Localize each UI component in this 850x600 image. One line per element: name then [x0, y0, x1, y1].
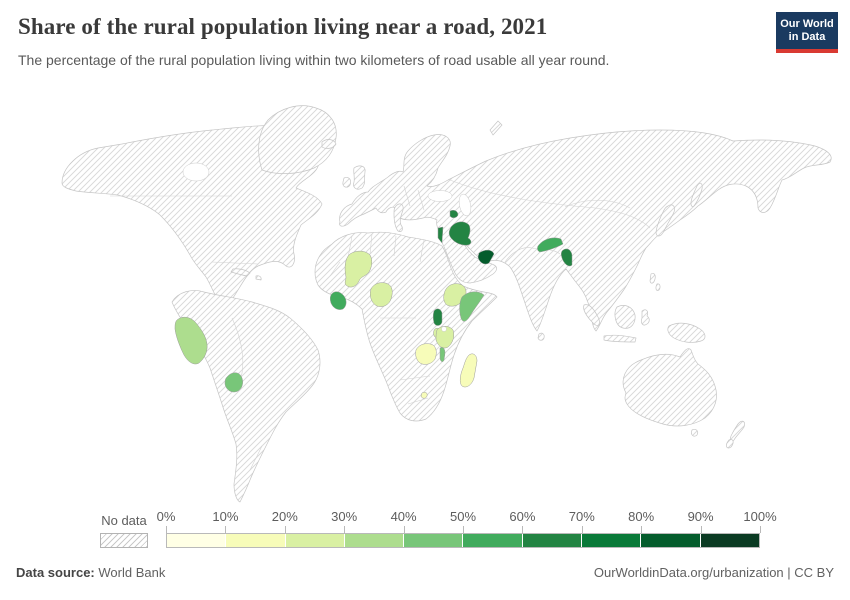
- country-nepal[interactable]: [537, 237, 564, 253]
- legend-tick-mark: [344, 526, 346, 533]
- legend-tick-label: 90%: [687, 509, 714, 524]
- legend-no-data[interactable]: No data: [100, 513, 148, 548]
- island-philippines-south: [655, 283, 661, 291]
- island-great-britain: [353, 165, 366, 190]
- island-hispaniola: [255, 275, 262, 281]
- island-greenland: [258, 105, 337, 174]
- country-paraguay[interactable]: [224, 372, 243, 393]
- country-armenia[interactable]: [449, 209, 459, 219]
- legend-tick-mark: [225, 526, 227, 533]
- legend-tick-label: 100%: [743, 509, 777, 524]
- legend-tick-label: 10%: [212, 509, 239, 524]
- no-data-swatch[interactable]: [100, 533, 148, 548]
- legend-bin[interactable]: [226, 534, 286, 547]
- legend-tick-label: 60%: [509, 509, 536, 524]
- caspian-sea: [458, 193, 472, 217]
- lake-victoria: [441, 326, 447, 332]
- owid-logo-line2: in Data: [788, 31, 826, 43]
- country-peru[interactable]: [174, 316, 208, 365]
- island-sulawesi: [641, 309, 650, 326]
- legend-tick-mark: [641, 526, 643, 533]
- legend-tick-label: 0%: [156, 509, 176, 524]
- country-somalia[interactable]: [459, 291, 485, 322]
- legend-tick-label: 80%: [628, 509, 655, 524]
- legend-bin[interactable]: [285, 534, 345, 547]
- country-sierra-leone-liberia[interactable]: [330, 291, 347, 310]
- legend-tick-mark: [760, 526, 761, 533]
- legend-tick-mark: [581, 526, 583, 533]
- legend-bin[interactable]: [522, 534, 583, 547]
- country-mali[interactable]: [344, 250, 373, 288]
- continent-australia: [622, 348, 717, 427]
- owid-logo-line1: Our World: [780, 18, 834, 30]
- island-new-guinea: [667, 322, 706, 343]
- country-zambia[interactable]: [415, 343, 437, 365]
- country-nigeria[interactable]: [370, 282, 393, 307]
- legend-bin[interactable]: [463, 534, 523, 547]
- country-malawi[interactable]: [439, 347, 446, 362]
- island-japan: [655, 204, 675, 237]
- legend-bin[interactable]: [700, 534, 759, 547]
- owid-logo[interactable]: Our World in Data: [776, 12, 838, 53]
- legend-bin[interactable]: [344, 534, 405, 547]
- data-source: Data source: World Bank: [16, 565, 165, 580]
- island-novaya-zemlya: [489, 120, 503, 136]
- country-israel-lebanon[interactable]: [437, 226, 444, 244]
- legend-tick-label: 40%: [390, 509, 417, 524]
- legend-tick-mark: [700, 526, 702, 533]
- legend-scale: 0% 10% 20% 30% 40% 50% 60% 70% 80% 90% 100%: [157, 508, 777, 548]
- black-sea: [427, 190, 453, 202]
- legend-bin[interactable]: [167, 534, 227, 547]
- legend-bin[interactable]: [582, 534, 642, 547]
- country-borders: [110, 179, 651, 471]
- continent-south-america: [171, 290, 321, 503]
- legend-tick-mark: [522, 526, 524, 533]
- country-italy: [393, 203, 404, 232]
- island-iceland: [321, 139, 337, 149]
- legend-tick-label: 50%: [449, 509, 477, 524]
- island-borneo: [614, 305, 636, 329]
- legend-tick-label: 70%: [568, 509, 595, 524]
- island-new-zealand-north: [730, 420, 745, 442]
- island-new-zealand-south: [726, 439, 734, 449]
- legend-tick-mark: [284, 526, 286, 533]
- island-sakhalin: [690, 182, 703, 207]
- page-title: Share of the rural population living nea…: [18, 14, 548, 39]
- hudson-bay: [182, 162, 210, 182]
- legend-bin[interactable]: [404, 534, 464, 547]
- island-sumatra: [583, 304, 600, 326]
- map-legend: No data 0% 10% 20% 30% 40% 50% 60% 70% 80% 90% 100…: [100, 508, 777, 548]
- credit-link[interactable]: OurWorldinData.org/urbanization | CC BY: [593, 565, 834, 580]
- country-lesotho[interactable]: [420, 391, 428, 399]
- legend-tick-label: 30%: [331, 509, 358, 524]
- legend-bar: [166, 533, 760, 548]
- country-uae[interactable]: [477, 249, 495, 265]
- country-uganda[interactable]: [433, 308, 443, 326]
- country-bangladesh[interactable]: [561, 248, 573, 267]
- no-data-label: No data: [101, 513, 147, 528]
- legend-tick-mark: [463, 526, 464, 533]
- legend-tick-mark: [166, 526, 167, 533]
- country-madagascar[interactable]: [459, 353, 478, 388]
- data-source-value: World Bank: [98, 565, 166, 580]
- island-sri-lanka: [537, 332, 545, 341]
- chart-footer: Data source: World Bank OurWorldinData.o…: [0, 565, 850, 580]
- data-source-label: Data source:: [16, 565, 95, 580]
- legend-ticks: 0% 10% 20% 30% 40% 50% 60% 70% 80% 90% 100%: [157, 508, 777, 533]
- island-ireland: [342, 177, 351, 188]
- country-iraq[interactable]: [448, 221, 472, 246]
- island-tasmania: [691, 429, 698, 437]
- chart-subtitle: The percentage of the rural population l…: [18, 52, 610, 68]
- island-philippines-north: [649, 273, 656, 284]
- legend-tick-mark: [403, 526, 405, 533]
- legend-tick-label: 20%: [271, 509, 298, 524]
- island-cuba: [230, 268, 251, 277]
- world-map[interactable]: [0, 90, 850, 515]
- island-java: [603, 334, 637, 343]
- country-tanzania[interactable]: [435, 326, 455, 349]
- legend-bin[interactable]: [641, 534, 701, 547]
